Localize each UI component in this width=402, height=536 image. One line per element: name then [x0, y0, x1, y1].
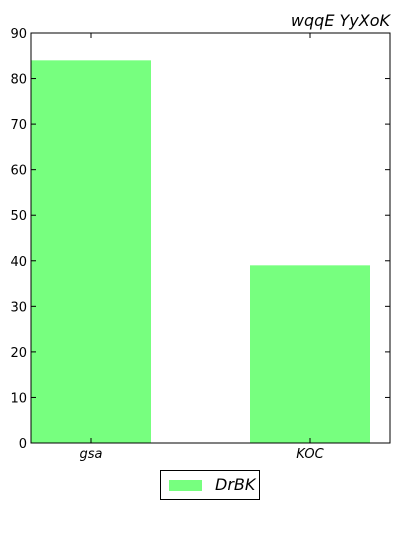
y-axis: 0 10 20 30 40 50 60 70 80 90	[10, 27, 390, 452]
y-tick-label: 50	[10, 209, 27, 224]
legend: DrBK	[160, 470, 260, 500]
y-tick-label: 80	[10, 73, 27, 88]
plot-frame	[30, 32, 391, 444]
y-tick-label: 20	[10, 346, 27, 361]
bar-gsa	[31, 60, 151, 443]
x-axis: gsa KOC	[80, 33, 325, 462]
y-tick-label: 90	[10, 27, 27, 42]
bars-group	[31, 60, 370, 443]
x-tick-label-gsa: gsa	[80, 447, 103, 462]
legend-swatch-drbk	[169, 480, 202, 491]
y-tick-label: 30	[10, 300, 27, 315]
y-tick-label: 0	[19, 437, 27, 452]
bar-koc	[250, 265, 370, 443]
y-tick-label: 10	[10, 391, 27, 406]
y-tick-label: 40	[10, 255, 27, 270]
y-tick-label: 70	[10, 118, 27, 133]
chart-title: wqqE YyXoK	[291, 11, 392, 30]
x-tick-label-koc: KOC	[296, 447, 324, 462]
y-tick-label: 60	[10, 164, 27, 179]
legend-label-drbk: DrBK	[215, 475, 256, 494]
